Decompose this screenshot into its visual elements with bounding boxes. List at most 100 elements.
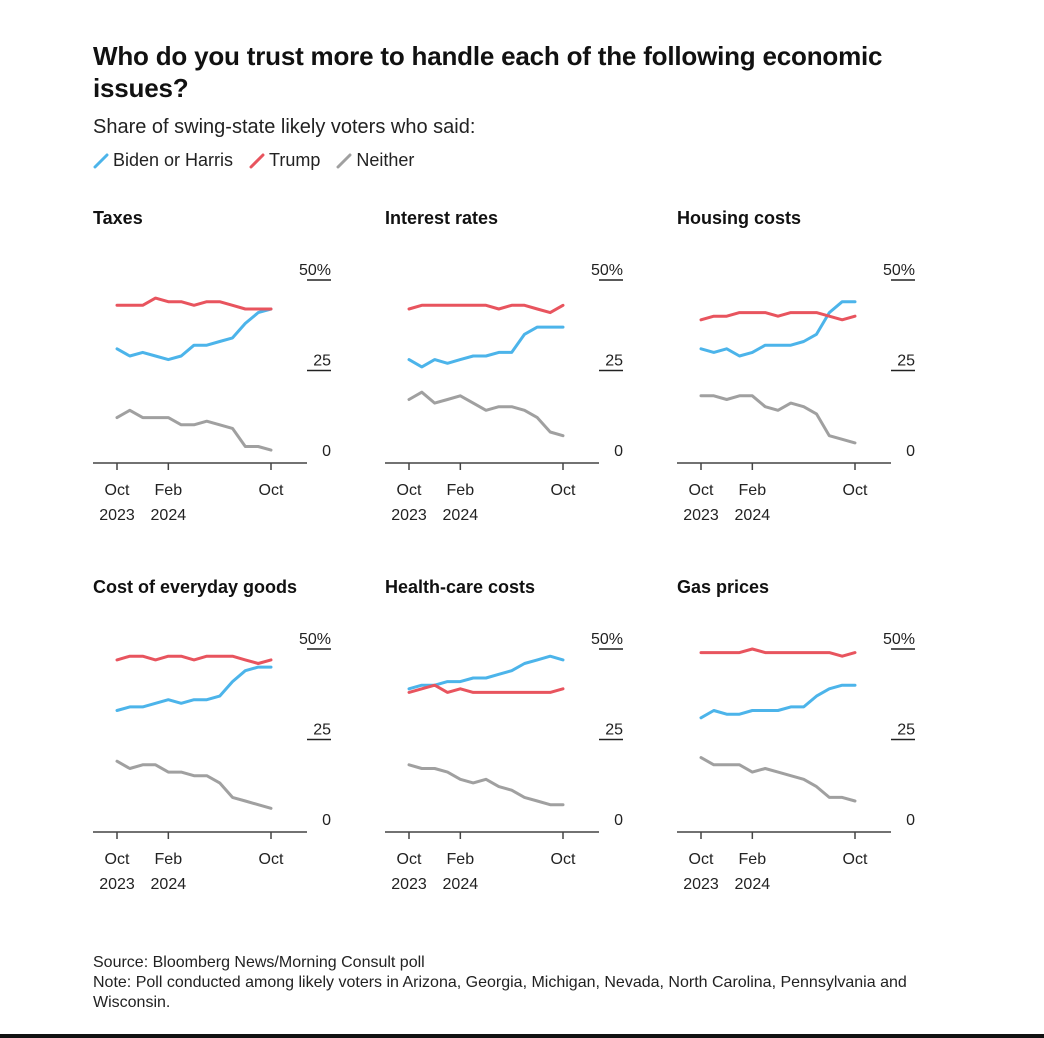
y-tick-label: 0 [614,812,623,829]
x-tick-label: Feb [447,482,475,499]
small-multiple-chart-interest-rates: 50% 25 0 Oct 2023 Feb 2024 Oct [385,262,623,524]
x-tick-label: Feb [447,851,475,868]
x-tick-label: Oct [689,482,714,499]
x-tick-label: Feb [739,482,767,499]
x-tick-label: 2023 [683,507,719,524]
y-tick-label: 50% [299,631,331,648]
x-tick-label: 2024 [735,876,771,893]
legend-label-biden-harris: Biden or Harris [113,150,234,170]
panel-title: Health-care costs [385,577,536,597]
methodology-note: Note: Poll conducted among likely voters… [93,974,907,1011]
chart-footer: Source: Bloomberg News/Morning Consult p… [93,953,973,1013]
x-tick-label: Feb [739,851,767,868]
x-tick-label: 2023 [99,876,135,893]
small-multiple-chart-everyday-goods: 50% 25 0 Oct 2023 Feb 2024 Oct [93,631,331,893]
x-tick-label: Oct [843,851,868,868]
panel-title: Taxes [93,208,143,228]
y-tick-label: 50% [299,262,331,279]
series-line-neither [699,394,857,445]
x-tick-label: 2024 [735,507,771,524]
legend: Biden or Harris Trump Neither [93,150,414,171]
x-tick-label: 2024 [443,876,479,893]
legend-swatch-biden-harris [93,153,109,168]
x-tick-label: Oct [105,851,130,868]
y-tick-label: 0 [322,443,331,460]
series-line-trump [699,647,857,658]
x-tick-label: 2024 [151,507,187,524]
small-multiple-chart-housing-costs: 50% 25 0 Oct 2023 Feb 2024 Oct [677,262,915,524]
x-tick-label: Oct [551,482,576,499]
series-line-neither [407,390,565,438]
y-tick-label: 0 [322,812,331,829]
legend-item-biden-harris: Biden or Harris [93,150,233,171]
y-tick-label: 50% [591,631,623,648]
small-multiple-chart-gas-prices: 50% 25 0 Oct 2023 Feb 2024 Oct [677,631,915,893]
y-tick-label: 50% [883,262,915,279]
series-line-neither [407,763,565,807]
x-tick-label: Oct [689,851,714,868]
y-tick-label: 0 [906,812,915,829]
x-tick-label: 2024 [151,876,187,893]
legend-label-neither: Neither [356,150,415,170]
series-line-neither [115,759,273,810]
x-tick-label: 2023 [391,876,427,893]
y-tick-label: 25 [897,353,915,370]
small-multiple-chart-health-care: 50% 25 0 Oct 2023 Feb 2024 Oct [385,631,623,893]
x-tick-label: 2023 [683,876,719,893]
y-tick-label: 25 [605,353,623,370]
bottom-rule [0,1034,1044,1038]
x-tick-label: Oct [259,851,284,868]
series-line-trump [407,683,565,694]
legend-swatch-neither [336,153,352,168]
series-line-trump [115,296,273,311]
x-tick-label: Feb [155,851,183,868]
series-line-trump [115,654,273,665]
panel-cost-of-everyday-goods: Cost of everyday goods 50% 25 0 Oct 2023 Feb 2… [93,577,355,893]
x-tick-label: Oct [551,851,576,868]
legend-label-trump: Trump [269,150,321,170]
panel-title: Gas prices [677,577,770,597]
x-tick-label: Oct [105,482,130,499]
panel-title: Cost of everyday goods [93,577,298,597]
series-line-biden-or-harris [115,307,273,362]
x-tick-label: Oct [259,482,284,499]
y-tick-label: 50% [591,262,623,279]
panel-title: Housing costs [677,208,802,228]
series-line-biden-or-harris [699,683,857,720]
x-tick-label: 2023 [99,507,135,524]
panel-housing-costs: Housing costs 50% 25 0 Oct 2023 Feb 2024 Oct [677,208,939,524]
y-tick-label: 25 [313,722,331,739]
y-tick-label: 50% [883,631,915,648]
x-tick-label: Oct [397,851,422,868]
x-tick-label: 2024 [443,507,479,524]
legend-item-neither: Neither [336,150,414,171]
series-line-biden-or-harris [407,654,565,691]
x-tick-label: Feb [155,482,183,499]
panel-interest-rates: Interest rates 50% 25 0 Oct 2023 Feb 2024 Oct [385,208,647,524]
series-line-trump [407,303,565,315]
series-line-biden-or-harris [115,665,273,712]
x-tick-label: Oct [397,482,422,499]
y-tick-label: 25 [605,722,623,739]
legend-item-trump: Trump [249,150,320,171]
series-line-biden-or-harris [407,325,565,369]
series-line-biden-or-harris [699,300,857,358]
series-line-trump [699,311,857,322]
chart-subtitle: Share of swing-state likely voters who s… [93,116,476,138]
panel-health-care-costs: Health-care costs 50% 25 0 Oct 2023 Feb 2024 Oc… [385,577,647,893]
source-note: Source: Bloomberg News/Morning Consult p… [93,954,425,971]
x-tick-label: Oct [843,482,868,499]
series-line-neither [699,756,857,803]
y-tick-label: 0 [614,443,623,460]
small-multiple-chart-taxes: 50% 25 0 Oct 2023 Feb 2024 Oct [93,262,331,524]
chart-title: Who do you trust more to handle each of … [93,41,883,103]
y-tick-label: 0 [906,443,915,460]
series-line-neither [115,408,273,452]
x-tick-label: 2023 [391,507,427,524]
legend-swatch-trump [249,153,265,168]
panel-taxes: Taxes 50% 25 0 Oct 2023 Feb 2024 Oct [93,208,355,524]
y-tick-label: 25 [313,353,331,370]
panel-gas-prices: Gas prices 50% 25 0 Oct 2023 Feb 2024 Oct [677,577,939,893]
panel-title: Interest rates [385,208,499,228]
y-tick-label: 25 [897,722,915,739]
